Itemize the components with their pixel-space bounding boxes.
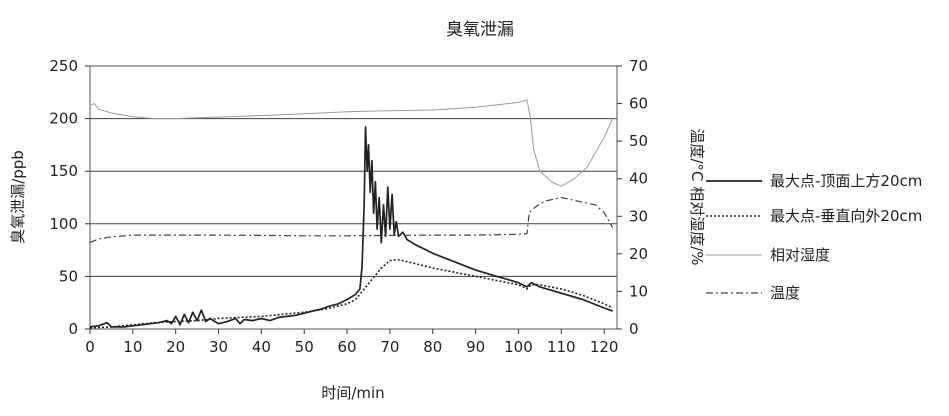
x-tick-label: 110: [547, 338, 576, 356]
x-tick-label: 80: [423, 338, 442, 356]
y-left-tick-label: 0: [68, 320, 78, 338]
plot-frame: [89, 65, 618, 330]
legend-label-3: 相对湿度: [770, 246, 830, 264]
x-axis-label: 时间/min: [321, 384, 384, 402]
axes: 0 10 20 30 40 50 60 70 80 90 100 110 120050100150200…: [49, 57, 648, 356]
x-tick-label: 60: [338, 338, 357, 356]
series-line-2: [89, 258, 614, 329]
x-tick-label: 50: [295, 338, 314, 356]
y-right-tick-label: 0: [629, 320, 639, 338]
legend-label-1: 最大点-顶面上方20cm: [770, 172, 922, 190]
x-tick-label: 90: [466, 338, 485, 356]
y-right-tick-label: 10: [629, 282, 648, 300]
y-right-tick-label: 50: [629, 132, 648, 150]
y-axis-right-label: 温度/°C 相对湿度/%: [688, 128, 706, 265]
y-left-tick-label: 200: [49, 110, 78, 128]
x-tick-label: 20: [166, 338, 185, 356]
grid: [90, 65, 617, 277]
legend-label-2: 最大点-垂直向外20cm: [770, 207, 922, 225]
x-tick-label: 100: [504, 338, 533, 356]
series-line-1: [89, 126, 613, 328]
y-right-tick-label: 40: [629, 170, 648, 188]
chart-title: 臭氧泄漏: [446, 20, 514, 40]
x-tick-label: 40: [252, 338, 271, 356]
x-tick-label: 10: [123, 338, 142, 356]
x-tick-label: 30: [209, 338, 228, 356]
series-layer: [89, 99, 614, 329]
x-tick-label: 70: [380, 338, 399, 356]
y-left-tick-label: 150: [49, 162, 78, 180]
y-axis-left-label: 臭氧泄漏/ppb: [9, 150, 27, 244]
series-line-3: [89, 99, 614, 187]
y-right-tick-label: 70: [629, 57, 648, 75]
y-left-tick-label: 50: [59, 267, 78, 285]
y-right-tick-label: 20: [629, 245, 648, 263]
series-line-4: [89, 196, 614, 244]
x-tick-label: 0: [85, 338, 95, 356]
y-left-tick-label: 250: [49, 57, 78, 75]
y-right-tick-label: 60: [629, 95, 648, 113]
x-tick-label: 120: [590, 338, 619, 356]
y-right-tick-label: 30: [629, 207, 648, 225]
y-left-tick-label: 100: [49, 215, 78, 233]
legend-label-4: 温度: [770, 284, 800, 302]
